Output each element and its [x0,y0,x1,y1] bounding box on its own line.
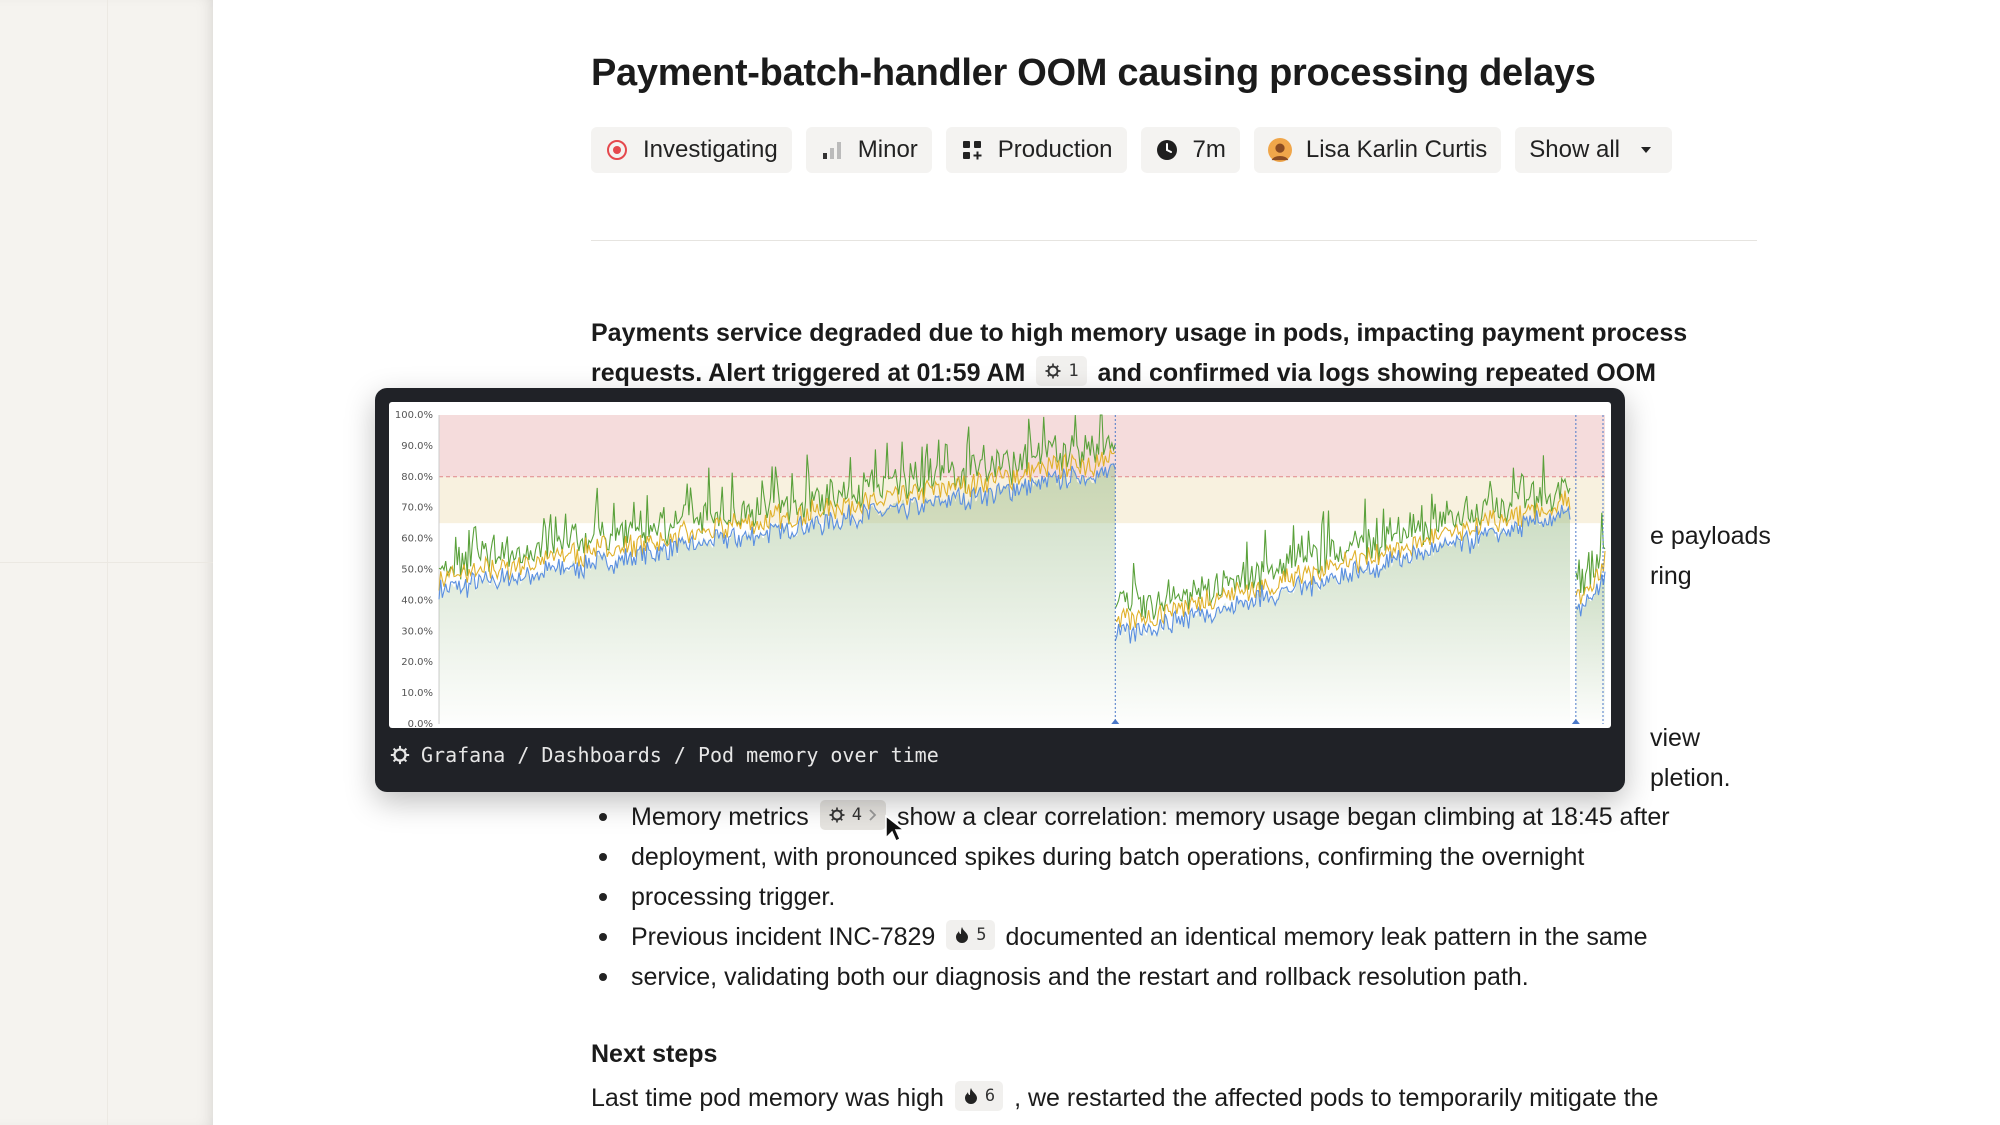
annotation-marker-tip [1111,719,1120,724]
flame-icon [956,927,969,944]
next-steps-text-b: , we restarted the affected pods to temp… [1014,1084,1659,1112]
lead-label: Lisa Karlin Curtis [1305,136,1488,163]
summary-line-2: requests. Alert triggered at 01:59 AM 1 … [591,353,1656,393]
clock-icon [1155,138,1179,162]
list-item: Previous incident INC-7829 5 documented … [599,917,1670,957]
series-line [438,414,1116,580]
y-tick-label: 20.0% [401,657,433,668]
series-line [1575,550,1606,605]
y-tick-label: 50.0% [401,565,433,576]
incident-source-chip-6[interactable]: 6 [954,1081,1004,1112]
avatar [1267,138,1292,162]
y-tick-label: 40.0% [401,595,433,606]
y-tick-label: 100.0% [395,410,433,421]
grafana-icon [390,745,410,765]
popover-caption[interactable]: Grafana / Dashboards / Pod memory over t… [389,739,939,771]
finding-1-text-2: deployment, with pronounced spikes durin… [631,843,1585,871]
summary-text-1: Payments service degraded due to high me… [591,319,1688,347]
mouse-cursor-icon [885,814,906,843]
severity-bars-icon [820,138,844,162]
environment-grid-icon [960,138,984,162]
annotation-marker-tip [1571,719,1580,724]
finding-2-text-a: Previous incident INC-7829 [631,923,936,951]
series-line [438,447,1116,591]
sidebar-rule [0,562,213,563]
show-all-button[interactable]: Show all [1515,127,1672,173]
obscured-text-3: view [1650,724,1701,752]
series-area [1575,569,1605,724]
lead-pill[interactable]: Lisa Karlin Curtis [1253,127,1502,173]
grafana-icon [829,807,845,823]
incident-source-chip-5[interactable]: 5 [946,920,995,951]
chip-count: 6 [984,1086,996,1107]
finding-1-line-2: deployment, with pronounced spikes durin… [599,837,1670,877]
grafana-source-chip-4[interactable]: 4 [819,800,886,831]
finding-1-text-a: Memory metrics [631,803,809,831]
chip-count: 5 [976,925,987,946]
chip-count: 1 [1068,361,1079,382]
grafana-preview-popover[interactable]: 0.0% 10.0% 20.0% 30.0% 40.0% 50.0% 60.0% 70.0% 8… [375,388,1625,792]
finding-1-text-b: show a clear correlation: memory usage b… [896,803,1670,831]
memory-chart-svg: 0.0% 10.0% 20.0% 30.0% 40.0% 50.0% 60.0% 70.0% 8… [395,410,1606,728]
finding-2-line-2: service, validating both our diagnosis a… [599,957,1670,997]
y-tick-label: 80.0% [401,472,433,483]
duration-label: 7m [1192,136,1226,163]
finding-2-text-b: documented an identical memory leak patt… [1005,923,1648,951]
findings-list: Memory metrics 4 show a clear correlatio… [599,797,1670,997]
environment-label: Production [997,136,1113,163]
summary-line-1: Payments service degraded due to high me… [591,313,1687,353]
summary-text-2a: requests. Alert triggered at 01:59 AM [591,359,1026,387]
obscured-text-2: ring [1650,562,1692,590]
incident-pill-row: Investigating Minor Production 7m Lisa K… [591,127,1672,173]
environment-pill[interactable]: Production [945,127,1127,173]
chevron-right-icon [869,809,877,822]
flame-icon [964,1088,977,1105]
series-area [1115,505,1570,724]
grafana-icon [1045,363,1061,379]
status-label: Investigating [643,136,778,163]
finding-1-line-3: processing trigger. [599,877,1670,917]
y-tick-label: 90.0% [401,441,433,452]
obscured-text-1: e payloads [1650,522,1771,550]
y-tick-label: 30.0% [401,626,433,637]
duration-pill[interactable]: 7m [1140,127,1240,173]
finding-2-text-2: service, validating both our diagnosis a… [631,963,1529,991]
memory-chart: 0.0% 10.0% 20.0% 30.0% 40.0% 50.0% 60.0% 70.0% 8… [389,402,1611,728]
series-line [438,463,1116,600]
status-pill[interactable]: Investigating [591,127,792,173]
y-tick-label: 0.0% [408,719,433,728]
chip-count: 4 [851,805,862,826]
severity-label: Minor [857,136,918,163]
series-area [439,462,1116,724]
list-item: Memory metrics 4 show a clear correlatio… [599,797,1670,837]
caret-down-icon [1634,138,1658,162]
series-line [1575,571,1606,617]
sidebar [0,0,213,1125]
y-tick-label: 70.0% [401,503,433,514]
show-all-label: Show all [1529,136,1620,163]
incident-title: Payment-batch-handler OOM causing proces… [591,52,1596,94]
summary-text-2b: and confirmed via logs showing repeated … [1097,359,1656,387]
series-line [1114,504,1571,644]
header-divider [591,240,1757,241]
grafana-source-chip-1[interactable]: 1 [1036,356,1087,387]
severity-pill[interactable]: Minor [805,127,932,173]
next-steps-line-1: Last time pod memory was high 6 , we res… [591,1078,1658,1118]
y-tick-label: 10.0% [401,688,433,699]
series-line [1114,455,1571,620]
finding-1-text-3: processing trigger. [631,883,836,911]
status-investigating-icon [605,138,629,162]
next-steps-heading: Next steps [591,1040,718,1068]
next-steps-text-a: Last time pod memory was high [591,1084,944,1112]
popover-caption-text: Grafana / Dashboards / Pod memory over t… [421,743,939,767]
y-tick-label: 60.0% [401,534,433,545]
series-line [1114,490,1571,630]
obscured-text-4: pletion. [1650,764,1731,792]
